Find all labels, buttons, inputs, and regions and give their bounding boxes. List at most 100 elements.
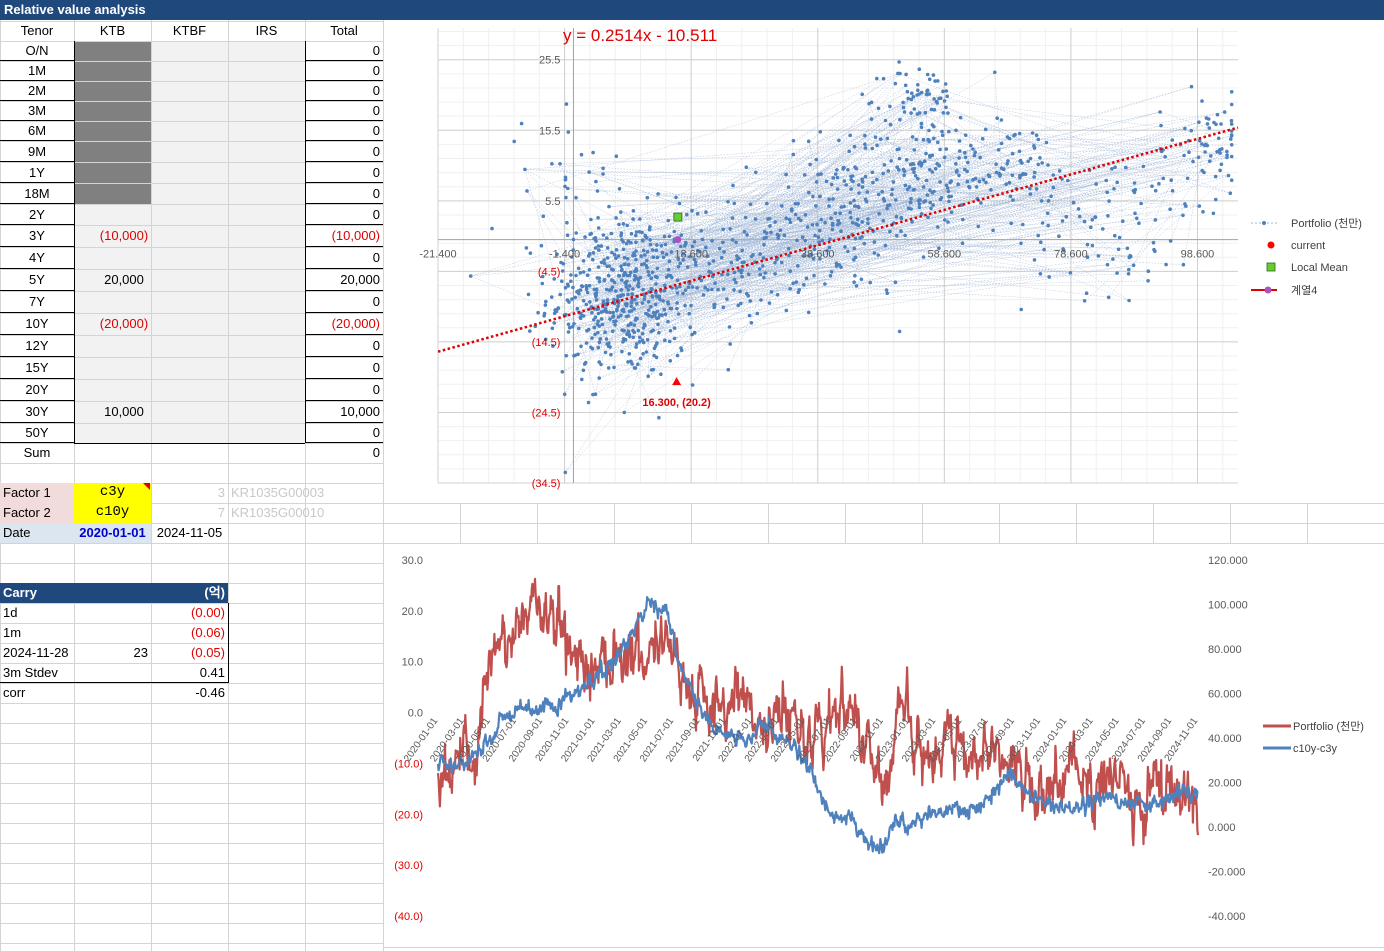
scatter-point [786,185,791,189]
scatter-point [649,305,653,309]
border-line [305,290,383,291]
scatter-point [621,273,626,278]
scatter-point [582,362,587,366]
scatter-point [835,222,840,227]
scatter-point [560,269,565,273]
ktb-position-cell[interactable] [74,423,174,443]
scatter-point [539,243,544,248]
scatter-point [881,76,886,81]
scatter-point [937,96,941,101]
scatter-point [581,270,586,274]
scatter-point [591,251,596,255]
scatter-point [681,252,686,256]
ktb-position-cell[interactable] [74,142,174,162]
ktb-position-cell[interactable] [74,121,174,141]
border-line [305,224,383,225]
legend-label: c10y-c3y [1293,743,1338,755]
scatter-point [574,231,578,235]
scatter-point [801,254,806,258]
scatter-point [852,257,856,262]
scatter-point [839,205,843,209]
scatter-point [1151,240,1156,245]
scatter-point [842,179,847,183]
scatter-point [563,286,568,290]
scatter-point [614,216,618,220]
ktb-position-cell[interactable] [74,41,174,61]
scatter-point [823,282,827,286]
border-line [0,682,228,683]
scatter-point [621,293,626,297]
ktb-position-cell[interactable] [74,292,174,312]
col-gridline [228,20,229,951]
scatter-point [817,240,821,244]
scatter-point [888,229,892,234]
ktb-position-cell[interactable] [74,184,174,204]
scatter-point [560,279,564,284]
ktb-position-cell[interactable] [74,163,174,183]
scatter-point [632,366,637,370]
ktb-position-cell[interactable]: 20,000 [104,272,144,287]
scatter-point [859,277,864,282]
factor1-select[interactable]: c3y [74,483,151,503]
ktb-position-cell[interactable] [74,336,174,356]
scatter-point [599,317,604,321]
scatter-point [558,292,562,297]
scatter-point [787,217,792,222]
ktb-position-cell[interactable]: (20,000) [99,316,149,331]
scatter-point [675,306,679,311]
ktb-position-cell[interactable] [74,248,174,268]
timeseries-chart[interactable]: 30.0 20.0 10.0 0.0 (10.0) (20.0) (30.0) (40.0) 1… [383,542,1384,937]
scatter-point [600,322,605,327]
scatter-point [885,291,889,296]
scatter-point [732,288,736,292]
tenor-label: 20Y [25,382,49,397]
ktb-position-cell[interactable] [74,61,174,81]
ktb-position-cell[interactable] [74,380,174,400]
row-gridline [0,141,383,142]
row-gridline [0,463,383,464]
scatter-point [776,233,781,238]
scatter-point [933,166,938,171]
scatter-point [656,322,660,327]
scatter-point [932,189,936,194]
scatter-point [1209,154,1213,158]
scatter-point [958,115,963,120]
scatter-point [926,137,930,142]
scatter-point [667,234,672,239]
ktb-position-cell[interactable]: 10,000 [104,404,144,419]
scatter-point [711,259,716,263]
scatter-point [834,261,839,266]
legend-marker [1267,241,1275,249]
scatter-point [927,128,931,133]
row-gridline [0,483,383,484]
scatter-point [656,316,661,320]
date-start-input[interactable]: 2020-01-01 [74,523,151,543]
scatter-chart[interactable]: -21.400 -1.400 18.600 38.600 58.600 78.600 98.… [383,20,1384,500]
scatter-point [637,340,642,344]
scatter-point [666,319,670,324]
scatter-point [936,79,940,83]
scatter-point [852,246,857,251]
scatter-point [758,272,763,277]
date-end-input[interactable]: 2024-11-05 [156,525,223,540]
scatter-point [610,278,615,283]
ktb-position-cell[interactable]: (10,000) [99,228,149,243]
ktb-position-cell[interactable] [74,205,174,225]
ktb-position-cell[interactable] [74,101,174,121]
scatter-point [925,88,930,93]
factor2-select[interactable]: c10y [74,503,151,523]
scatter-point [687,311,691,316]
legend-marker [1264,286,1272,294]
scatter-point [886,203,890,208]
border-line [305,268,383,269]
scatter-point [667,339,672,344]
scatter-point [963,155,968,160]
scatter-point [1085,242,1090,247]
scatter-point [596,265,601,269]
ktb-position-cell[interactable] [74,81,174,101]
ktb-position-cell[interactable] [74,358,174,378]
scatter-point [810,223,815,227]
scatter-point [875,76,879,81]
scatter-point [637,230,642,234]
scatter-point [969,143,973,148]
